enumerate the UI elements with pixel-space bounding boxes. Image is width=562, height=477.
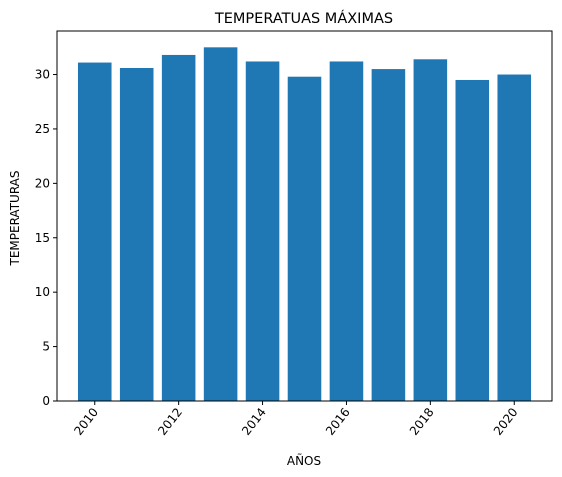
bar-2017 [371,69,406,402]
bar-2019 [455,79,490,402]
x-tick-label: 2020 [491,405,521,438]
bar-2020 [497,74,532,401]
y-axis: 0 5 10 15 20 25 30 [35,68,57,408]
bar-2012 [161,54,196,402]
y-tick-label: 0 [42,394,50,408]
bars-group [77,47,532,402]
y-tick-label: 25 [35,122,50,136]
x-tick-label: 2014 [239,405,269,438]
x-axis-label: AÑOS [287,453,321,468]
bar-2011 [119,68,154,401]
x-axis: 2010 2012 2014 2016 2018 2020 [71,401,521,438]
y-tick-label: 30 [35,68,50,82]
x-tick-label: 2010 [71,405,101,438]
bar-2014 [245,61,280,402]
x-tick-label: 2016 [323,405,353,438]
y-axis-label: TEMPERATURAS [8,170,22,266]
y-tick-label: 20 [35,176,50,190]
x-tick-label: 2018 [407,405,437,438]
y-tick-label: 15 [35,231,50,245]
bar-2016 [329,61,364,402]
y-tick-label: 10 [35,285,50,299]
bar-2018 [413,59,448,401]
bar-2015 [287,76,322,402]
bar-2013 [203,47,238,402]
chart-title: TEMPERATUAS MÁXIMAS [214,10,393,27]
plot-frame [56,30,553,402]
y-tick-label: 5 [42,340,50,354]
bar-2010 [77,62,112,401]
x-tick-label: 2012 [155,405,185,438]
